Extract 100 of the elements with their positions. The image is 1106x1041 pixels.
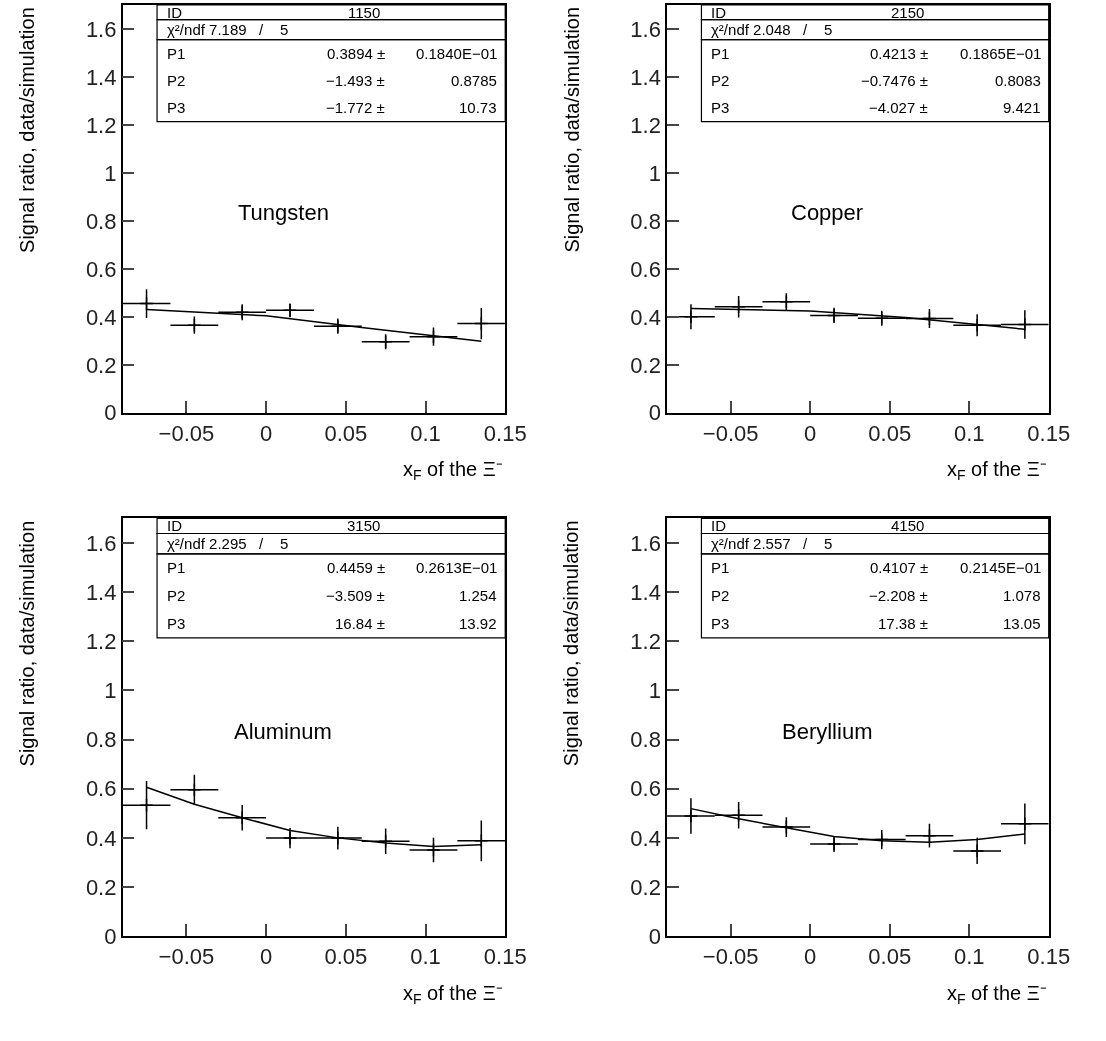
annotation: 10.73 <box>459 99 497 116</box>
x-tick-label: 0.1 <box>953 420 985 446</box>
annotation: 0.4459 ± <box>327 559 386 576</box>
annotation: 0.4213 ± <box>870 45 929 62</box>
x-tick-label: 0.1 <box>410 420 441 446</box>
y-tick-label: 0.4 <box>630 825 661 851</box>
y-axis-title: Signal ratio, data/simulation <box>15 520 38 767</box>
y-tick-label: 1 <box>104 678 117 704</box>
annotation: 0.2613E−01 <box>416 559 498 576</box>
y-tick-label: 0.8 <box>85 727 117 753</box>
annotation: 13.05 <box>1003 615 1041 632</box>
annotation: χ²/ndf 7.189 / 5 <box>167 21 289 38</box>
annotation: Tungsten <box>238 200 329 225</box>
annotation: P1 <box>167 559 186 576</box>
y-tick-label: 0.6 <box>630 776 661 802</box>
y-tick-label: 0.4 <box>630 304 661 330</box>
annotation: ID <box>711 4 727 21</box>
x-tick-label: 0.15 <box>1027 420 1071 446</box>
y-tick-label: 0 <box>104 923 117 949</box>
annotation: 0.8785 <box>451 72 497 89</box>
y-tick-label: 0.4 <box>85 304 117 330</box>
annotation: −2.208 ± <box>869 587 928 604</box>
annotation: χ²/ndf 2.557 / 5 <box>711 535 833 552</box>
annotation: 16.84 ± <box>335 615 385 632</box>
annotation: P2 <box>711 587 730 604</box>
y-tick-label: 0.2 <box>85 874 117 900</box>
x-tick-label: 0.05 <box>868 420 912 446</box>
annotation: P2 <box>167 587 186 604</box>
annotation: P3 <box>167 615 186 632</box>
annotation: 0.2145E−01 <box>960 559 1042 576</box>
y-tick-label: 1 <box>648 678 661 704</box>
y-tick-label: 1.4 <box>85 64 117 90</box>
annotation: 0.8083 <box>995 72 1041 89</box>
y-tick-label: 0.8 <box>630 727 661 753</box>
y-axis-title: Signal ratio, data/simulation <box>560 520 583 767</box>
annotation: 1.078 <box>1003 587 1041 604</box>
y-tick-label: 1.4 <box>85 579 117 605</box>
x-tick-label: 0.15 <box>483 944 527 970</box>
annotation: P1 <box>711 559 730 576</box>
x-tick-label: −0.05 <box>702 944 759 970</box>
annotation: 9.421 <box>1003 99 1041 116</box>
y-tick-label: 0.2 <box>85 352 117 378</box>
annotation: 1150 <box>348 4 381 21</box>
annotation: Copper <box>791 200 864 225</box>
annotation: Beryllium <box>782 719 873 744</box>
y-tick-label: 1.6 <box>630 16 661 42</box>
y-tick-label: 1.6 <box>85 530 117 556</box>
x-tick-label: 0.05 <box>324 944 368 970</box>
y-tick-label: 1.4 <box>630 64 661 90</box>
annotation: −4.027 ± <box>869 99 928 116</box>
y-tick-label: 1.2 <box>85 629 117 654</box>
x-tick-label: 0 <box>804 944 817 970</box>
annotation: −3.509 ± <box>326 587 385 604</box>
y-tick-label: 0.8 <box>630 208 661 234</box>
x-tick-label: 0 <box>259 420 273 446</box>
annotation: P2 <box>167 72 186 89</box>
y-tick-label: 1.2 <box>630 629 661 654</box>
annotation: 3150 <box>347 517 381 534</box>
annotation: χ²/ndf 2.295 / 5 <box>167 535 289 552</box>
y-tick-label: 0.8 <box>85 208 117 234</box>
y-tick-label: 1.4 <box>630 579 661 605</box>
x-axis-title: x$_{F}$ of the Ξ⁻ <box>403 982 503 1008</box>
annotation: −1.772 ± <box>326 99 385 116</box>
annotation: 4150 <box>891 517 925 534</box>
x-axis-title: x$_{F}$ of the Ξ⁻ <box>403 458 503 484</box>
x-tick-label: −0.05 <box>158 944 215 970</box>
annotation: −0.7476 ± <box>861 72 929 89</box>
y-tick-label: 1 <box>104 160 117 186</box>
y-axis-title: Signal ratio, data/simulation <box>560 6 583 253</box>
y-tick-label: 1 <box>648 160 661 186</box>
y-tick-label: 0.6 <box>85 256 117 282</box>
x-tick-label: 0 <box>259 944 273 970</box>
y-tick-label: 0 <box>648 400 661 426</box>
x-axis-title: x$_{F}$ of the Ξ⁻ <box>947 458 1047 484</box>
y-tick-label: 1.2 <box>630 112 661 138</box>
annotation: ID <box>167 517 183 534</box>
annotation: P2 <box>711 72 730 89</box>
annotation: 0.4107 ± <box>870 559 929 576</box>
x-tick-label: 0.1 <box>410 944 441 970</box>
annotation: P1 <box>167 45 186 62</box>
y-tick-label: 1.6 <box>630 530 661 556</box>
annotation: P3 <box>167 99 186 116</box>
y-tick-label: 0.2 <box>630 352 661 378</box>
y-tick-label: 0.6 <box>630 256 661 282</box>
annotation: 1.254 <box>459 587 497 604</box>
x-tick-label: −0.05 <box>158 420 215 446</box>
x-tick-label: 0.1 <box>953 944 985 970</box>
y-tick-label: 0 <box>104 400 117 426</box>
y-tick-label: 0.6 <box>85 776 117 802</box>
annotation: ID <box>167 4 183 21</box>
y-tick-label: 0.2 <box>630 874 661 900</box>
annotation: 0.1865E−01 <box>960 45 1042 62</box>
y-tick-label: 1.2 <box>85 112 117 138</box>
annotation: 0.1840E−01 <box>416 45 498 62</box>
y-tick-label: 0 <box>648 923 661 949</box>
x-tick-label: 0 <box>804 420 817 446</box>
y-tick-label: 0.4 <box>85 825 117 851</box>
y-tick-label: 1.6 <box>85 16 117 42</box>
x-tick-label: 0.15 <box>483 420 527 446</box>
x-tick-label: 0.05 <box>324 420 368 446</box>
